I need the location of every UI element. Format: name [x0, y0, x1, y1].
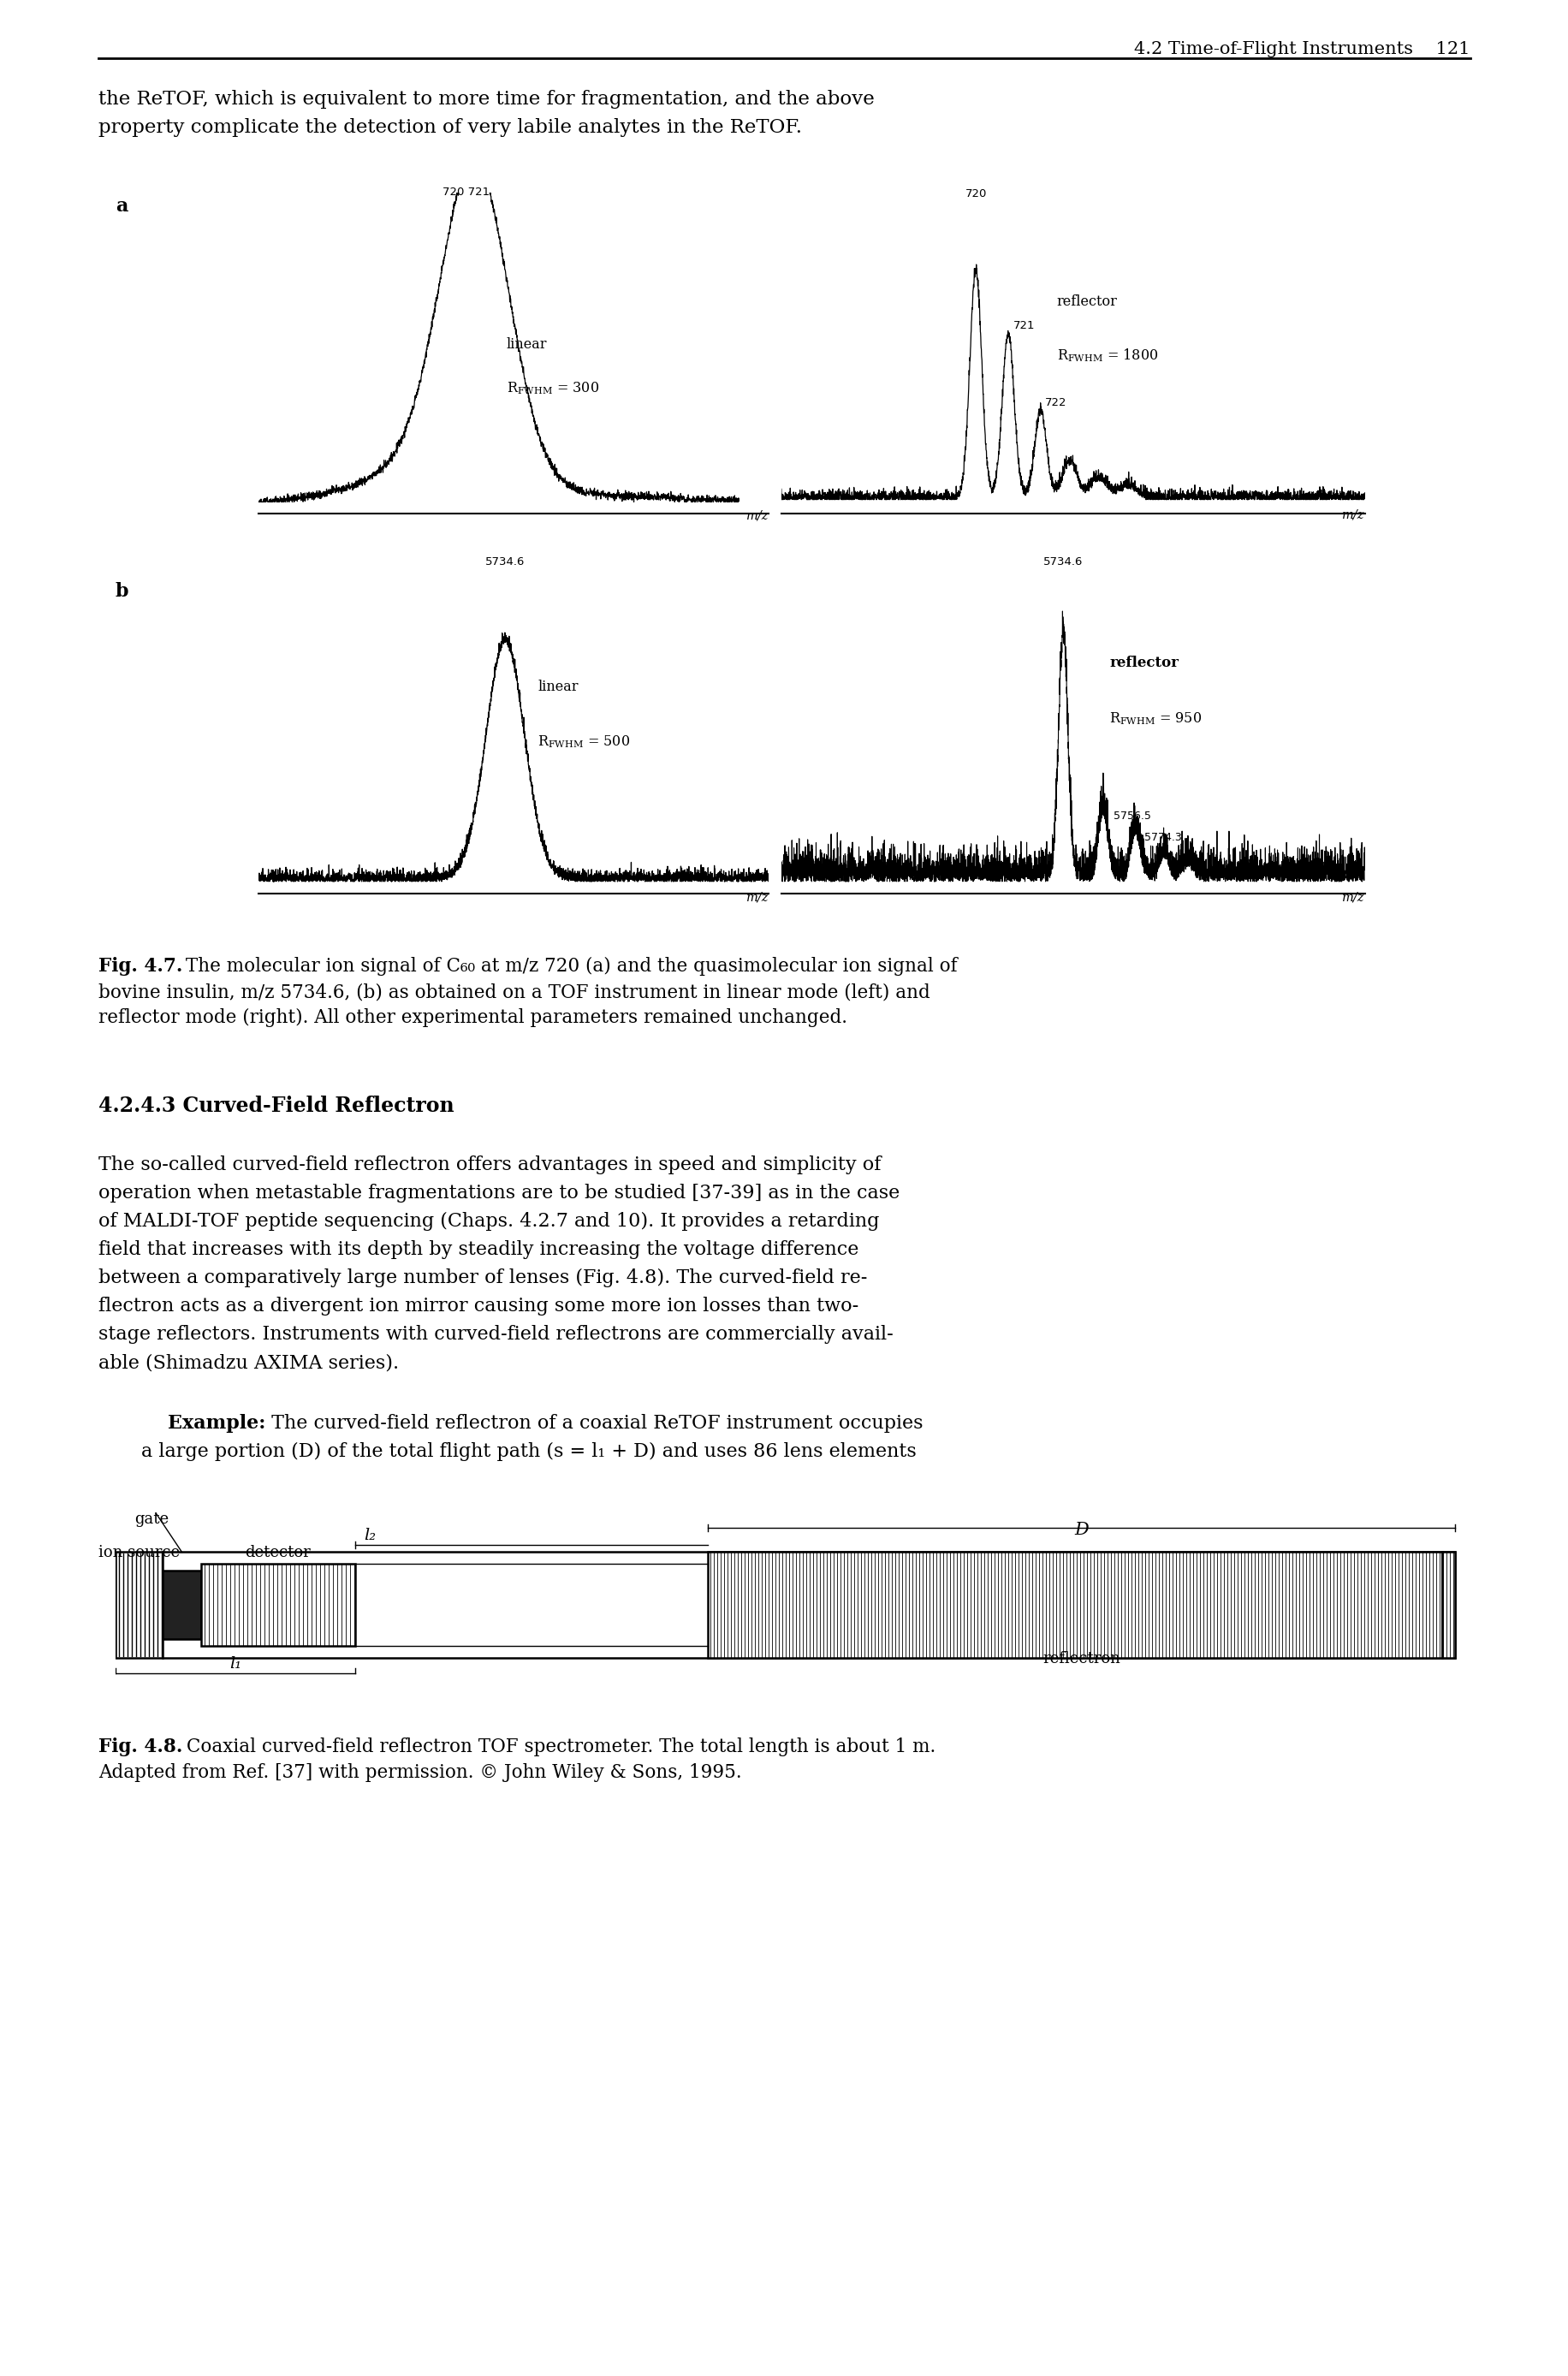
- Text: a large portion (D) of the total flight path (s = l₁ + D) and uses 86 lens eleme: a large portion (D) of the total flight …: [141, 1442, 916, 1461]
- Text: the ReTOF, which is equivalent to more time for fragmentation, and the above: the ReTOF, which is equivalent to more t…: [99, 90, 873, 109]
- Text: The molecular ion signal of C₆₀ at m/z 720 (a) and the quasimolecular ion signal: The molecular ion signal of C₆₀ at m/z 7…: [180, 958, 956, 977]
- Text: flectron acts as a divergent ion mirror causing some more ion losses than two-: flectron acts as a divergent ion mirror …: [99, 1297, 858, 1316]
- Text: m/z: m/z: [1342, 891, 1364, 903]
- Text: 5756.5: 5756.5: [1113, 810, 1151, 822]
- Bar: [1441, 1552, 1454, 1658]
- Text: Adapted from Ref. [37] with permission. © John Wiley & Sons, 1995.: Adapted from Ref. [37] with permission. …: [99, 1763, 742, 1782]
- Text: 4.2.4.3 Curved-Field Reflectron: 4.2.4.3 Curved-Field Reflectron: [99, 1095, 453, 1117]
- Text: m/z: m/z: [1342, 508, 1364, 520]
- Text: of MALDI-TOF peptide sequencing (Chaps. 4.2.7 and 10). It provides a retarding: of MALDI-TOF peptide sequencing (Chaps. …: [99, 1212, 878, 1231]
- Text: operation when metastable fragmentations are to be studied [37-39] as in the cas: operation when metastable fragmentations…: [99, 1183, 900, 1202]
- Bar: [707, 1552, 1441, 1658]
- Text: 4.2 Time-of-Flight Instruments    121: 4.2 Time-of-Flight Instruments 121: [1134, 40, 1469, 57]
- Text: The curved-field reflectron of a coaxial ReTOF instrument occupies: The curved-field reflectron of a coaxial…: [265, 1414, 922, 1433]
- Text: l₂: l₂: [364, 1528, 376, 1544]
- Text: ion source: ion source: [99, 1544, 180, 1561]
- Text: Example:: Example:: [141, 1414, 265, 1433]
- Text: 721: 721: [1013, 321, 1035, 330]
- Text: linear: linear: [538, 680, 579, 694]
- Text: gate: gate: [135, 1511, 169, 1528]
- Text: D: D: [1074, 1523, 1088, 1537]
- Text: stage reflectors. Instruments with curved-field reflectrons are commercially ava: stage reflectors. Instruments with curve…: [99, 1326, 892, 1345]
- Text: reflector: reflector: [1109, 656, 1178, 670]
- Text: l₁: l₁: [229, 1656, 241, 1670]
- Text: between a comparatively large number of lenses (Fig. 4.8). The curved-field re-: between a comparatively large number of …: [99, 1269, 867, 1288]
- Text: 722: 722: [1044, 397, 1066, 409]
- Text: Coaxial curved-field reflectron TOF spectrometer. The total length is about 1 m.: Coaxial curved-field reflectron TOF spec…: [180, 1737, 935, 1756]
- Text: 720 721: 720 721: [442, 188, 489, 197]
- Bar: [116, 1552, 163, 1658]
- Text: field that increases with its depth by steadily increasing the voltage differenc: field that increases with its depth by s…: [99, 1240, 858, 1259]
- Text: R$_{\mathregular{FWHM}}$ = 1800: R$_{\mathregular{FWHM}}$ = 1800: [1057, 347, 1157, 364]
- Text: linear: linear: [506, 337, 547, 352]
- Text: R$_{\mathregular{FWHM}}$ = 300: R$_{\mathregular{FWHM}}$ = 300: [506, 380, 599, 397]
- Bar: [163, 1552, 1454, 1658]
- Bar: [163, 1571, 201, 1639]
- Text: 5774.3: 5774.3: [1143, 832, 1181, 843]
- Text: The so-called curved-field reflectron offers advantages in speed and simplicity : The so-called curved-field reflectron of…: [99, 1155, 881, 1174]
- Text: m/z: m/z: [746, 891, 768, 903]
- Text: reflectron: reflectron: [1043, 1651, 1120, 1666]
- Text: 5734.6: 5734.6: [1043, 556, 1082, 568]
- Text: R$_{\mathregular{FWHM}}$ = 950: R$_{\mathregular{FWHM}}$ = 950: [1109, 710, 1201, 727]
- Text: detector: detector: [245, 1544, 310, 1561]
- Text: 5734.6: 5734.6: [485, 556, 525, 568]
- Text: Fig. 4.7.: Fig. 4.7.: [99, 958, 182, 977]
- Text: R$_{\mathregular{FWHM}}$ = 500: R$_{\mathregular{FWHM}}$ = 500: [538, 734, 630, 751]
- Text: able (Shimadzu AXIMA series).: able (Shimadzu AXIMA series).: [99, 1354, 398, 1371]
- Text: reflector mode (right). All other experimental parameters remained unchanged.: reflector mode (right). All other experi…: [99, 1007, 847, 1026]
- Text: Fig. 4.8.: Fig. 4.8.: [99, 1737, 182, 1756]
- Text: m/z: m/z: [746, 508, 768, 520]
- Text: a: a: [116, 197, 127, 216]
- Text: b: b: [116, 582, 129, 601]
- Bar: [201, 1563, 354, 1647]
- Text: 720: 720: [964, 188, 986, 200]
- Text: property complicate the detection of very labile analytes in the ReTOF.: property complicate the detection of ver…: [99, 119, 801, 138]
- Text: bovine insulin, m/z 5734.6, (b) as obtained on a TOF instrument in linear mode (: bovine insulin, m/z 5734.6, (b) as obtai…: [99, 984, 930, 1000]
- Text: reflector: reflector: [1057, 295, 1116, 309]
